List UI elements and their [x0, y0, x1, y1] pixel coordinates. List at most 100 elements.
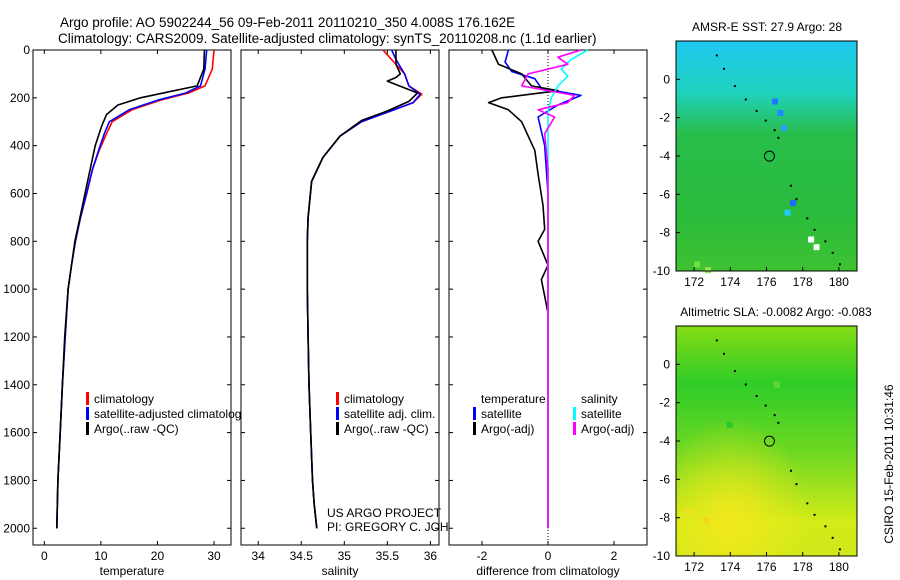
temperature-lines — [56, 49, 215, 529]
island-speck — [806, 217, 809, 220]
island-speck — [764, 119, 767, 122]
credit-pi: PI: GREGORY C. JOHNSON — [327, 520, 483, 534]
map-pixel-patch — [730, 498, 737, 505]
map-pixel-patch — [726, 421, 733, 428]
map-x-tick-label: 180 — [829, 275, 849, 289]
island-speck — [831, 536, 834, 539]
sla-patches — [685, 381, 780, 524]
map-y-tick-label: 0 — [663, 72, 670, 86]
map-y-tick-label: -6 — [659, 187, 670, 201]
legend-swatch-sal-climatology — [336, 392, 339, 405]
sst-map-title: AMSR-E SST: 27.9 Argo: 28 — [692, 20, 842, 34]
x-tick-label: -2 — [477, 549, 488, 563]
x-tick-label: 2 — [611, 549, 618, 563]
difference-xlabel: difference from climatology — [476, 564, 619, 578]
map-y-tick-label: -6 — [659, 472, 670, 486]
sst-argo-position-marker — [763, 150, 775, 162]
depth-tick-label: 200 — [10, 91, 30, 105]
map-y-tick-label: -8 — [659, 226, 670, 240]
map-y-tick-label: 0 — [663, 357, 670, 371]
depth-tick-label: 400 — [10, 139, 30, 153]
series-line-argo-raw-qc — [306, 50, 419, 529]
x-tick-label: 0 — [545, 549, 552, 563]
x-tick-label: 35.5 — [376, 549, 400, 563]
legend-swatch-sal-satellite — [336, 407, 339, 420]
map-x-tick-label: 172 — [684, 560, 704, 574]
map-y-tick-label: -10 — [653, 264, 671, 278]
map-pixel-patch — [790, 200, 797, 207]
credit-project: US ARGO PROJECT — [327, 506, 442, 520]
map-pixel-patch — [780, 125, 787, 132]
island-speck — [744, 383, 747, 386]
island-speck — [838, 263, 841, 266]
x-tick-label: 0 — [41, 549, 48, 563]
map-y-tick-label: -8 — [659, 511, 670, 525]
legend-temp-satellite: satellite — [481, 407, 522, 421]
map-y-tick-label: -2 — [659, 111, 670, 125]
sst-islands — [715, 54, 841, 266]
island-speck — [744, 98, 747, 101]
island-speck — [755, 395, 758, 397]
header-line-1: Argo profile: AO 5902244_56 09-Feb-2011 … — [60, 15, 515, 30]
x-tick-label: 34.5 — [290, 549, 314, 563]
legend-swatch-satellite — [86, 407, 89, 420]
difference-lines — [487, 49, 589, 529]
map-pixel-patch — [694, 261, 701, 268]
sst-map: AMSR-E SST: 27.9 Argo: 28 172 174 176 178 18… — [653, 20, 858, 289]
legend-sal-argo: Argo(..raw -QC) — [344, 422, 429, 436]
sla-argo-position-marker — [763, 435, 775, 447]
island-speck — [777, 136, 780, 139]
island-speck — [824, 240, 827, 243]
sst-ticks: 172 174 176 178 180 0 -2 -4 -6 -8 -10 — [653, 72, 850, 289]
map-y-tick-label: -4 — [659, 434, 670, 448]
map-pixel-patch — [773, 381, 780, 388]
island-speck — [773, 129, 776, 132]
sst-field — [676, 41, 857, 271]
legend-argo: Argo(..raw -QC) — [94, 422, 179, 436]
header-line-2: Climatology: CARS2009. Satellite-adjuste… — [58, 31, 597, 46]
island-speck — [831, 251, 834, 254]
map-pixel-patch — [784, 209, 791, 216]
island-speck — [795, 198, 798, 201]
timestamp-stamp: CSIRO 15-Feb-2011 10:31:46 — [882, 384, 896, 544]
sla-map: Altimetric SLA: -0.0082 Argo: -0.083 172… — [653, 305, 872, 574]
series-line-temperature-argo-adj — [487, 49, 559, 361]
map-x-tick-label: 174 — [720, 560, 740, 574]
depth-tick-label: 800 — [10, 234, 30, 248]
island-speck — [813, 228, 816, 231]
map-pixel-patch — [777, 110, 784, 116]
island-speck — [755, 110, 758, 112]
island-speck — [733, 370, 736, 373]
difference-legend: temperature salinity satellite Argo(-adj… — [473, 392, 634, 436]
legend-temperature-title: temperature — [481, 392, 546, 406]
map-x-tick-label: 172 — [684, 275, 704, 289]
legend-sal-satellite-diff: satellite — [581, 407, 622, 421]
difference-panel: -2 0 2 difference from climatology tempera… — [448, 49, 648, 578]
map-pixel-patch — [813, 244, 820, 251]
island-speck — [773, 414, 776, 417]
temperature-axes-frame — [32, 49, 232, 546]
map-pixel-patch — [704, 267, 711, 274]
legend-swatch-climatology — [86, 392, 89, 405]
legend-sal-climatology: climatology — [344, 392, 404, 406]
depth-tick-label: 1800 — [3, 473, 30, 487]
x-tick-label: 30 — [207, 549, 221, 563]
island-speck — [838, 548, 841, 551]
x-tick-label: 34 — [252, 549, 266, 563]
temperature-legend: climatology satellite-adjusted climatolo… — [86, 392, 247, 436]
map-x-tick-label: 176 — [756, 560, 776, 574]
legend-climatology: climatology — [94, 392, 154, 406]
island-speck — [813, 513, 816, 516]
temperature-xlabel: temperature — [100, 564, 165, 578]
legend-swatch-sal-argo-diff — [573, 422, 576, 435]
x-tick-label: 20 — [151, 549, 165, 563]
salinity-legend: climatology satellite adj. clim. Argo(..… — [336, 392, 435, 436]
map-x-tick-label: 178 — [793, 560, 813, 574]
island-speck — [764, 404, 767, 407]
legend-swatch-temp-argo — [473, 422, 476, 435]
sla-islands — [715, 339, 841, 551]
island-speck — [790, 469, 793, 472]
depth-tick-label: 0 — [23, 43, 30, 57]
map-pixel-patch — [808, 236, 815, 243]
island-speck — [824, 525, 827, 528]
